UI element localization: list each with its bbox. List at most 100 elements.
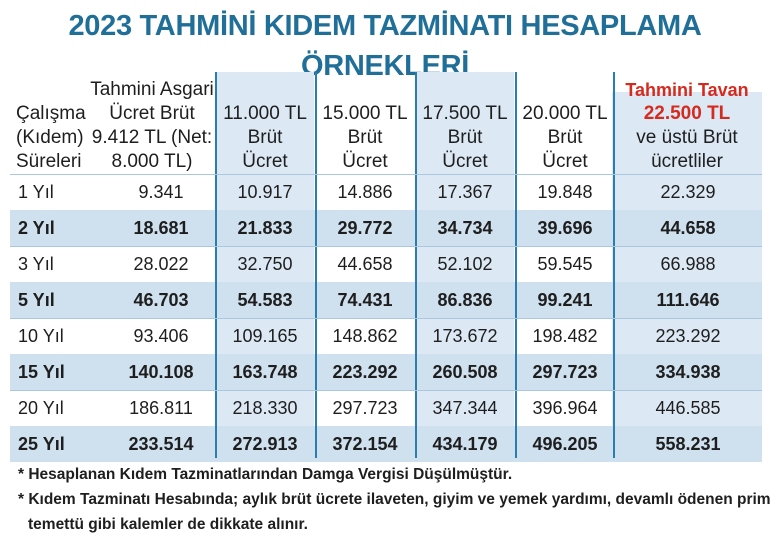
header-text: 15.000 TL	[322, 103, 408, 124]
table-cell: 18.681	[133, 218, 189, 238]
table-cell: 22.329	[660, 182, 716, 202]
row-label: 25 Yıl	[18, 434, 65, 454]
header-text: ücretliler	[651, 151, 723, 172]
column-divider	[315, 72, 317, 458]
header-text: 9.412 TL (Net:	[91, 127, 213, 148]
table-cell: 46.703	[133, 290, 189, 310]
column-shade	[416, 72, 514, 458]
table-cell: 52.102	[437, 254, 493, 274]
footnote: * Hesaplanan Kıdem Tazminatlarından Damg…	[18, 466, 513, 483]
table-cell: 111.646	[656, 290, 720, 310]
row-divider	[10, 246, 762, 247]
table-cell: 86.836	[437, 290, 493, 310]
severance-table: Çalışma (Kıdem) Süreleri Tahmini Asgari …	[10, 52, 762, 462]
table-cell: 28.022	[133, 254, 189, 274]
row-label: 15 Yıl	[18, 362, 65, 382]
table-cell: 260.508	[432, 362, 498, 382]
row-divider	[10, 390, 762, 391]
table-row: 2 Yıl 18.681 21.833 29.772 34.734 39.696…	[10, 210, 762, 246]
header-text: Ücret	[242, 151, 288, 172]
table-cell: 446.585	[655, 398, 721, 418]
header-text: Tahmini Tavan	[625, 80, 749, 100]
header-text: Ücret	[542, 151, 588, 172]
table-cell: 163.748	[232, 362, 298, 382]
row-label: 1 Yıl	[18, 182, 54, 202]
table-cell: 99.241	[537, 290, 593, 310]
row-label: 2 Yıl	[18, 218, 55, 238]
table-row: 25 Yıl 233.514 272.913 372.154 434.179 4…	[10, 426, 762, 462]
table-cell: 14.886	[337, 182, 393, 202]
header-text: Tahmini Asgari	[90, 79, 214, 100]
table-cell: 109.165	[232, 326, 298, 346]
header-text: Ücret	[342, 151, 388, 172]
header-17500: 17.500 TL Brüt Ücret	[416, 52, 514, 174]
table-cell: 186.811	[129, 398, 193, 418]
row-label: 10 Yıl	[18, 326, 64, 346]
page-title: 2023 TAHMİNİ KIDEM TAZMİNATI HESAPLAMA Ö…	[68, 10, 702, 82]
table-cell: 10.917	[237, 182, 293, 202]
row-band	[10, 282, 762, 318]
row-band	[10, 354, 762, 390]
table-cell: 39.696	[537, 218, 593, 238]
footnote: temettü gibi kalemler de dikkate alınır.	[28, 516, 308, 533]
table-cell: 54.583	[237, 290, 293, 310]
row-label: 3 Yıl	[18, 254, 54, 274]
header-min-wage: Tahmini Asgari Ücret Brüt 9.412 TL (Net:…	[86, 52, 218, 174]
table-row: 15 Yıl 140.108 163.748 223.292 260.508 2…	[10, 354, 762, 390]
table-cell: 44.658	[660, 218, 716, 238]
table-cell: 34.734	[437, 218, 493, 238]
header-11000: 11.000 TL Brüt Ücret	[216, 52, 314, 174]
header-text: (Kıdem)	[16, 127, 84, 148]
table-cell: 198.482	[532, 326, 598, 346]
table-row: 5 Yıl 46.703 54.583 74.431 86.836 99.241…	[10, 282, 762, 318]
table-cell: 233.514	[128, 434, 194, 454]
table-cell: 17.367	[437, 182, 493, 202]
column-divider	[515, 72, 517, 458]
column-divider	[613, 72, 615, 458]
header-text: 8.000 TL)	[111, 151, 193, 172]
header-period: Çalışma (Kıdem) Süreleri	[10, 52, 112, 174]
header-text: 20.000 TL	[522, 103, 608, 124]
table-cell: 44.658	[337, 254, 393, 274]
header-text: 17.500 TL	[422, 103, 508, 124]
row-band	[10, 426, 762, 462]
footnotes: * Hesaplanan Kıdem Tazminatlarından Damg…	[18, 462, 770, 537]
table-cell: 223.292	[332, 362, 398, 382]
header-text: 22.500 TL	[643, 103, 731, 124]
table-row: 20 Yıl 186.811 218.330 297.723 347.344 3…	[10, 390, 762, 426]
table-row: 10 Yıl 93.406 109.165 148.862 173.672 19…	[10, 318, 762, 354]
column-divider	[215, 72, 217, 458]
row-band	[10, 210, 762, 246]
header-15000: 15.000 TL Brüt Ücret	[316, 52, 414, 174]
table-cell: 223.292	[655, 326, 721, 346]
header-text: Brüt	[447, 127, 483, 148]
table-cell: 372.154	[332, 434, 398, 454]
table-cell: 9.341	[138, 182, 184, 202]
table-cell: 347.344	[432, 398, 498, 418]
header-text: Brüt	[347, 127, 383, 148]
header-text: Brüt	[247, 127, 283, 148]
row-divider	[10, 174, 762, 175]
table-cell: 434.179	[432, 434, 498, 454]
header-text: Ücret Brüt	[109, 103, 195, 124]
header-text: ve üstü Brüt	[636, 127, 738, 148]
table-cell: 334.938	[655, 362, 721, 382]
header-text: 11.000 TL	[223, 103, 307, 124]
row-label: 5 Yıl	[18, 290, 55, 310]
footnote: * Kıdem Tazminatı Hesabında; aylık brüt …	[18, 491, 770, 508]
header-text: Çalışma	[16, 103, 86, 124]
header-text: Süreleri	[16, 151, 82, 172]
table-cell: 93.406	[133, 326, 189, 346]
table-cell: 59.545	[537, 254, 593, 274]
table-cell: 140.108	[128, 362, 194, 382]
table-cell: 148.862	[332, 326, 398, 346]
table-cell: 272.913	[232, 434, 298, 454]
row-divider	[10, 318, 762, 319]
table-cell: 29.772	[337, 218, 393, 238]
table-cell: 218.330	[232, 398, 298, 418]
row-label: 20 Yıl	[18, 398, 64, 418]
table-cell: 297.723	[532, 362, 598, 382]
header-20000: 20.000 TL Brüt Ücret	[516, 52, 614, 174]
table-cell: 558.231	[655, 434, 721, 454]
table-cell: 32.750	[237, 254, 293, 274]
